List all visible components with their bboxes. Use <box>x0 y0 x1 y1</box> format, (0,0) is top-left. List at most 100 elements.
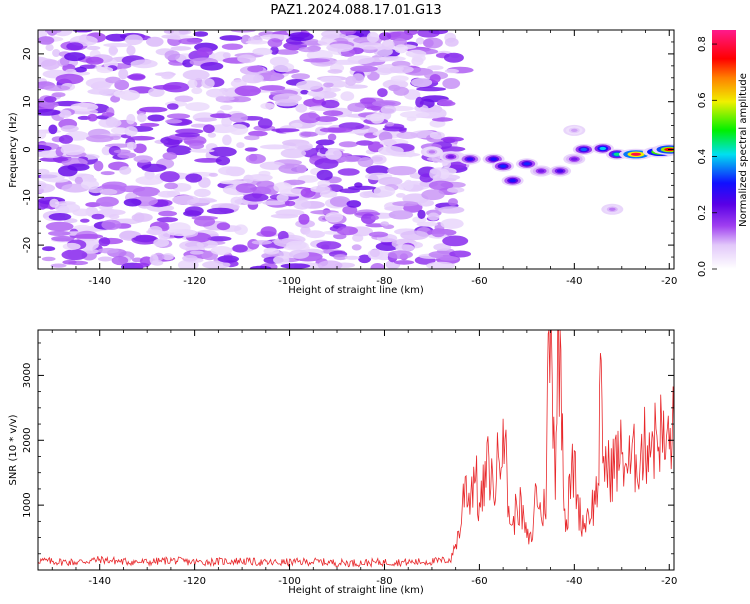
noise-cell <box>149 254 159 266</box>
noise-cell <box>72 30 93 33</box>
snr-frame <box>37 329 675 571</box>
noise-cell <box>234 85 261 97</box>
colorbar-tick-label: 0.8 <box>697 36 708 52</box>
noise-cell <box>390 75 409 82</box>
noise-cell <box>323 110 344 117</box>
noise-cell <box>101 146 112 156</box>
noise-cell <box>164 182 179 190</box>
noise-cell <box>130 59 158 69</box>
noise-cell <box>221 116 233 127</box>
noise-cell <box>347 102 366 112</box>
noise-cell <box>85 56 104 65</box>
noise-cell <box>395 193 406 198</box>
noise-cell <box>48 213 72 221</box>
noise-cell <box>416 86 447 92</box>
noise-cell <box>251 240 273 245</box>
noise-cell <box>444 68 459 74</box>
noise-cell <box>244 147 258 152</box>
noise-cell <box>62 260 77 265</box>
noise-cell <box>316 169 333 181</box>
noise-cell <box>163 30 174 34</box>
noise-cell <box>252 47 273 56</box>
noise-cell <box>300 89 309 95</box>
noise-cell <box>417 209 426 219</box>
noise-cell <box>82 175 94 182</box>
noise-cell <box>126 45 136 56</box>
noise-cell <box>249 265 272 269</box>
noise-cell <box>127 74 146 80</box>
noise-cell <box>69 102 99 112</box>
noise-cell <box>370 154 387 165</box>
noise-cell <box>113 149 131 154</box>
noise-cell <box>442 78 461 89</box>
noise-cell <box>159 171 180 183</box>
noise-cell <box>316 241 342 250</box>
colorbar-gradient <box>712 30 736 269</box>
spectrogram-ytick-label: -10 <box>22 189 33 205</box>
noise-cell <box>41 59 60 70</box>
noise-cell <box>206 207 235 215</box>
noise-cell <box>440 136 464 142</box>
noise-cell <box>45 221 74 232</box>
signal-blob <box>549 165 572 177</box>
noise-cell <box>387 250 413 259</box>
noise-cell <box>206 88 226 98</box>
noise-cell <box>105 76 121 84</box>
noise-cell <box>263 247 280 255</box>
noise-cell <box>50 263 67 268</box>
noise-cell <box>99 188 118 195</box>
noise-cell <box>51 235 75 242</box>
noise-cell <box>229 112 248 123</box>
noise-cell <box>44 96 57 103</box>
noise-cell <box>108 45 118 56</box>
spectrogram-xtick-label: -20 <box>661 276 677 287</box>
noise-cell <box>103 43 132 48</box>
noise-cell <box>388 210 414 220</box>
noise-cell <box>278 163 308 174</box>
noise-cell <box>298 213 310 225</box>
noise-cell <box>147 114 165 122</box>
noise-cell <box>48 230 71 236</box>
noise-cell <box>380 105 397 115</box>
noise-cell <box>303 58 330 63</box>
noise-cell <box>96 66 114 74</box>
noise-cell <box>326 43 354 52</box>
noise-cell <box>167 103 179 110</box>
signal-blob <box>492 160 515 172</box>
noise-cell <box>370 215 379 221</box>
noise-cell <box>293 199 312 210</box>
noise-cell <box>291 73 310 80</box>
noise-cell <box>325 148 342 160</box>
noise-cell <box>123 198 142 207</box>
noise-cell <box>91 81 111 91</box>
noise-cell <box>237 54 256 64</box>
signal-blob <box>420 146 443 158</box>
noise-cell <box>333 254 348 261</box>
noise-cell <box>208 146 237 157</box>
noise-cell <box>287 32 314 42</box>
noise-cell <box>353 30 371 38</box>
noise-cell <box>182 254 198 262</box>
snr-xtick-label: -40 <box>566 576 582 587</box>
noise-cell <box>220 104 233 111</box>
signal-blob <box>501 175 524 187</box>
noise-cell <box>101 112 115 117</box>
noise-cell <box>152 84 182 90</box>
noise-cell <box>166 229 196 236</box>
noise-cell <box>119 166 132 175</box>
noise-cell <box>60 144 85 156</box>
snr-xtick-label: -100 <box>278 576 301 587</box>
noise-cell <box>185 173 203 183</box>
noise-cell <box>324 87 341 93</box>
noise-cell <box>86 134 114 143</box>
noise-cell <box>368 231 389 238</box>
noise-cell <box>317 260 343 269</box>
noise-cell <box>396 131 419 139</box>
noise-cell <box>444 37 459 47</box>
noise-cell <box>42 246 56 252</box>
noise-cell <box>275 209 305 216</box>
noise-cell <box>399 111 430 119</box>
colorbar-ticks: 0.0 0.2 0.4 0.6 0.8 <box>697 36 717 277</box>
